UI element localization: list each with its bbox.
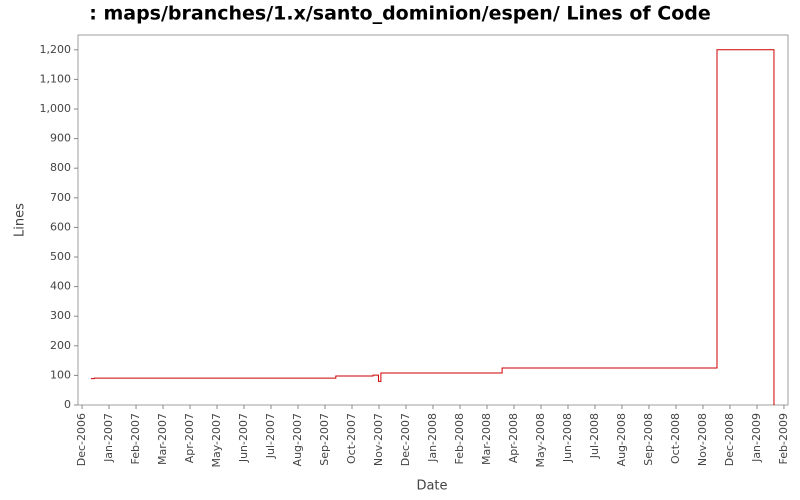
x-tick-label: Dec-2007 [399,413,412,466]
x-tick-label: Mar-2008 [480,413,493,465]
y-tick-label: 600 [50,220,71,233]
x-tick-label: Oct-2007 [345,413,358,464]
x-tick-label: Sep-2007 [318,413,331,466]
step-line [90,49,775,405]
y-tick-label: 200 [50,339,71,352]
y-tick-label: 0 [64,398,71,411]
x-tick-label: Jul-2007 [264,413,277,459]
x-tick-label: Nov-2008 [696,413,709,466]
x-tick-label: Jul-2008 [588,413,601,459]
y-tick-label: 1,000 [40,102,72,115]
x-tick-label: Feb-2007 [129,413,142,464]
x-tick-label: Feb-2008 [453,413,466,464]
y-tick-label: 900 [50,132,71,145]
x-tick-label: Feb-2009 [777,413,790,464]
y-tick-label: 800 [50,161,71,174]
plot-area [77,34,789,406]
x-tick-label: Nov-2007 [372,413,385,466]
x-tick-label: Dec-2008 [723,413,736,466]
x-tick-label: Jun-2007 [237,413,250,463]
chart-title: : maps/branches/1.x/santo_dominion/espen… [89,3,711,25]
x-tick-label: May-2008 [534,413,547,468]
x-tick-label: Apr-2007 [183,413,196,463]
y-tick-label: 400 [50,280,71,293]
y-tick-label: 1,100 [40,72,72,85]
x-tick-label: Aug-2007 [291,413,304,466]
x-tick-label: Dec-2006 [75,413,88,466]
x-tick-label: Oct-2008 [669,413,682,464]
x-tick-label: May-2007 [210,413,223,468]
x-tick-label: Jan-2009 [750,413,763,463]
y-tick-label: 500 [50,250,71,263]
y-tick-label: 300 [50,309,71,322]
x-tick-label: Jan-2008 [426,413,439,463]
x-tick-label: Jun-2008 [561,413,574,463]
y-tick-label: 1,200 [40,43,72,56]
x-tick-label: Apr-2008 [507,413,520,463]
x-tick-label: Jan-2007 [102,413,115,463]
y-axis-title: Lines [13,203,28,237]
y-tick-label: 700 [50,191,71,204]
x-tick-label: Aug-2008 [615,413,628,466]
y-tick-label: 100 [50,368,71,381]
x-axis-title: Date [416,479,447,494]
x-tick-label: Mar-2007 [156,413,169,465]
x-tick-label: Sep-2008 [642,413,655,466]
